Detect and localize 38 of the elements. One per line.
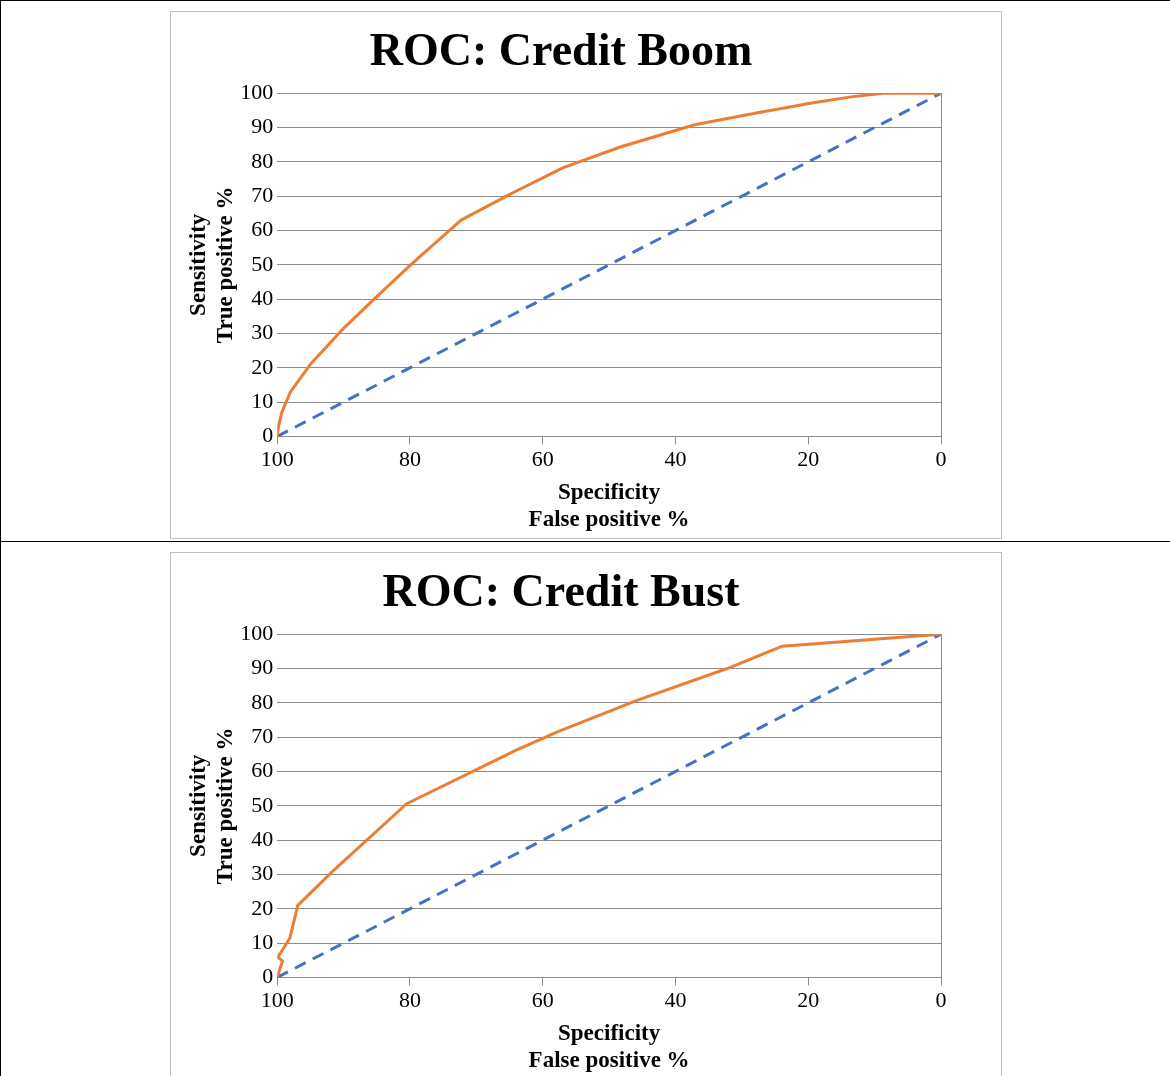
x-axis-title: Specificity False positive % [528, 1019, 690, 1073]
y-tick-label: 20 [250, 353, 273, 379]
x-tick-label: 40 [663, 446, 686, 472]
y-tick-label: 80 [250, 147, 273, 173]
y-tick-label: 50 [250, 250, 273, 276]
y-tick-label: 70 [250, 181, 273, 207]
y-tick-label: 10 [250, 387, 273, 413]
y-tick-label: 0 [261, 422, 273, 448]
y-tick-label: 90 [250, 113, 273, 139]
y-tick-label: 80 [250, 688, 273, 714]
x-tick-label: 80 [398, 987, 421, 1013]
x-axis-title: Specificity False positive % [528, 478, 690, 532]
y-tick-label: 60 [250, 216, 273, 242]
x-tick-label: 0 [935, 446, 946, 472]
y-tick-label: 50 [250, 791, 273, 817]
x-tick-label: 20 [796, 446, 819, 472]
y-tick-label: 40 [250, 284, 273, 310]
x-tick-label: 60 [531, 446, 554, 472]
x-tick-label: 80 [398, 446, 421, 472]
y-tick-label: 70 [250, 722, 273, 748]
x-tick-label: 20 [796, 987, 819, 1013]
y-tick-label: 30 [250, 860, 273, 886]
y-tick-label: 40 [250, 825, 273, 851]
y-tick-label: 0 [261, 963, 273, 989]
y-axis-title: Sensitivity True positive % [184, 186, 237, 344]
y-tick-label: 90 [250, 654, 273, 680]
chart-title: ROC: Credit Boom [369, 24, 752, 76]
x-tick-label: 60 [531, 987, 554, 1013]
x-tick-label: 40 [663, 987, 686, 1013]
chart-title: ROC: Credit Bust [382, 565, 740, 617]
x-tick-label: 0 [935, 987, 946, 1013]
y-tick-label: 10 [250, 928, 273, 954]
y-axis-title: Sensitivity True positive % [184, 727, 237, 885]
y-tick-label: 30 [250, 319, 273, 345]
y-tick-label: 20 [250, 894, 273, 920]
y-tick-label: 100 [239, 78, 273, 104]
y-tick-label: 60 [250, 757, 273, 783]
y-tick-label: 100 [239, 619, 273, 645]
